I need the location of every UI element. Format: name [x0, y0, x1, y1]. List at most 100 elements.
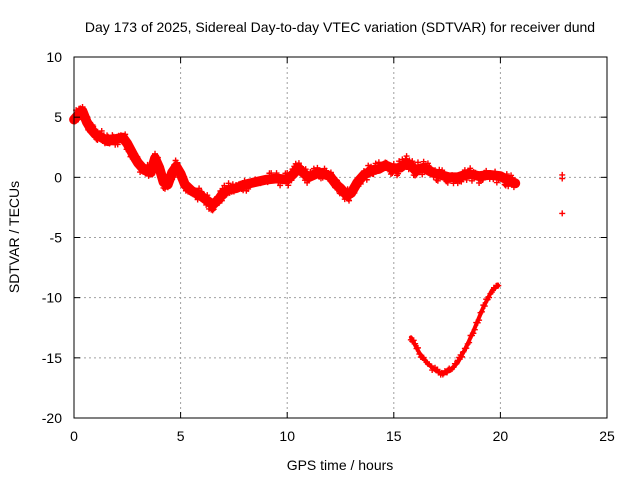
data-point — [439, 167, 446, 174]
data-point — [484, 169, 491, 176]
data-point — [126, 142, 133, 149]
data-point — [465, 170, 472, 177]
data-point — [288, 177, 295, 184]
data-point — [471, 326, 478, 333]
y-tick-label: -10 — [42, 290, 62, 306]
data-point — [145, 172, 152, 179]
data-point — [505, 183, 512, 190]
data-point — [99, 135, 106, 142]
x-tick-label: 15 — [386, 428, 402, 444]
y-tick-label: 5 — [54, 109, 62, 125]
data-point — [82, 119, 89, 126]
data-point — [79, 104, 86, 111]
data-point — [414, 159, 421, 166]
data-points — [69, 104, 566, 378]
data-point — [370, 171, 377, 178]
data-point — [221, 182, 228, 189]
x-tick-label: 10 — [279, 428, 295, 444]
data-point — [501, 181, 508, 188]
y-tick-label: 0 — [54, 169, 62, 185]
data-point — [395, 170, 402, 177]
data-point — [476, 317, 483, 324]
data-point — [495, 282, 502, 289]
data-point — [363, 176, 370, 183]
data-point — [277, 182, 284, 189]
data-point — [136, 158, 143, 165]
data-point — [323, 167, 330, 174]
data-point — [268, 170, 275, 177]
data-point — [298, 163, 305, 170]
data-point — [346, 197, 353, 204]
data-point — [92, 126, 99, 133]
y-axis-label: SDTVAR / TECUs — [6, 181, 22, 293]
data-point — [125, 147, 132, 154]
data-point — [411, 163, 418, 170]
data-point — [479, 176, 486, 183]
y-tick-label: -15 — [42, 350, 62, 366]
data-point — [357, 180, 364, 187]
data-point — [312, 170, 319, 177]
x-tick-label: 0 — [70, 428, 78, 444]
data-point — [340, 188, 347, 195]
data-point — [412, 340, 419, 347]
data-point — [486, 294, 493, 301]
data-point — [334, 179, 341, 186]
data-point — [290, 173, 297, 180]
data-point — [271, 177, 278, 184]
data-point — [161, 173, 168, 180]
data-point — [295, 160, 302, 167]
data-point — [381, 162, 388, 169]
data-point — [398, 162, 405, 169]
data-point — [284, 170, 291, 177]
data-point — [144, 161, 151, 168]
data-point — [492, 168, 499, 175]
data-point — [84, 115, 91, 122]
data-point — [140, 165, 147, 172]
data-point — [389, 170, 396, 177]
data-point — [346, 194, 353, 201]
data-point — [110, 133, 117, 140]
data-point — [122, 131, 129, 138]
series-main-trace — [69, 104, 521, 214]
data-point — [512, 180, 519, 187]
data-point — [440, 170, 447, 177]
data-point — [351, 189, 358, 196]
data-point — [148, 165, 155, 172]
y-tick-label: -5 — [50, 230, 63, 246]
data-point — [218, 197, 225, 204]
data-point — [166, 181, 173, 188]
data-point — [403, 153, 410, 160]
data-point — [186, 183, 193, 190]
data-point — [154, 154, 161, 161]
data-point — [102, 137, 109, 144]
data-point — [409, 158, 416, 165]
data-point — [390, 160, 397, 167]
data-point — [314, 164, 321, 171]
x-tick-label: 25 — [599, 428, 615, 444]
data-point — [481, 303, 488, 310]
data-point — [196, 185, 203, 192]
series-dip-curve — [407, 282, 502, 378]
data-point — [309, 169, 316, 176]
data-point — [463, 345, 470, 352]
data-point — [194, 196, 201, 203]
data-point — [207, 201, 214, 208]
data-point — [332, 184, 339, 191]
data-point — [223, 191, 230, 198]
series-trace — [69, 106, 521, 210]
data-point — [463, 176, 470, 183]
data-point — [470, 330, 477, 337]
data-point — [154, 155, 161, 162]
data-point — [488, 172, 495, 179]
x-tick-label: 5 — [177, 428, 185, 444]
data-point — [90, 123, 97, 130]
data-point — [158, 166, 165, 173]
data-point — [383, 159, 390, 166]
data-point — [149, 171, 156, 178]
data-point — [302, 166, 309, 173]
data-point — [372, 160, 379, 167]
data-point — [430, 173, 437, 180]
data-point — [222, 192, 229, 199]
data-point — [137, 169, 144, 176]
data-point — [474, 173, 481, 180]
